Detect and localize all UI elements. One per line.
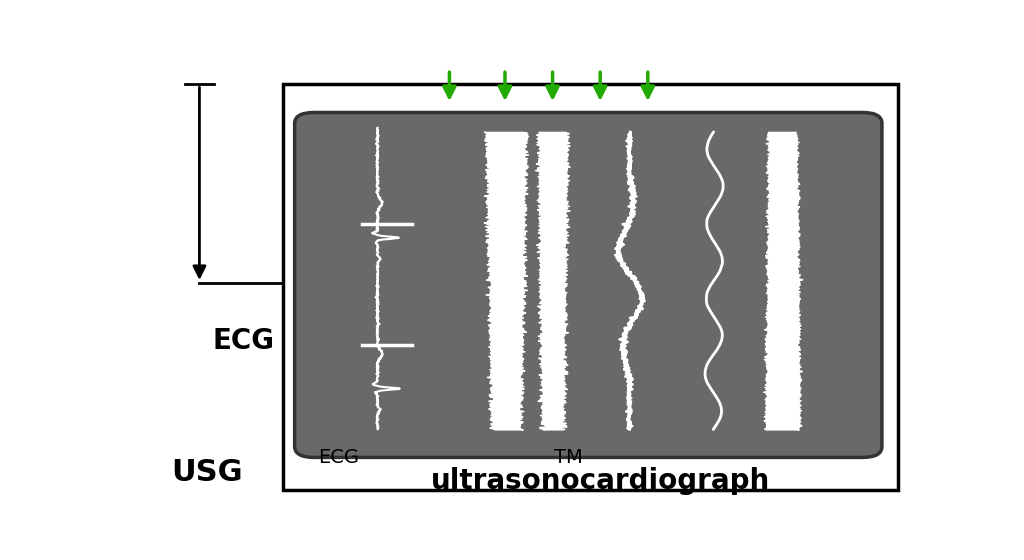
Text: USG: USG [172, 458, 243, 487]
Text: TM: TM [554, 448, 583, 467]
Text: ECG: ECG [212, 327, 274, 355]
Text: ultrasonocardiograph: ultrasonocardiograph [430, 467, 770, 495]
FancyBboxPatch shape [283, 85, 898, 490]
FancyBboxPatch shape [295, 113, 882, 458]
Text: ECG: ECG [317, 448, 358, 467]
